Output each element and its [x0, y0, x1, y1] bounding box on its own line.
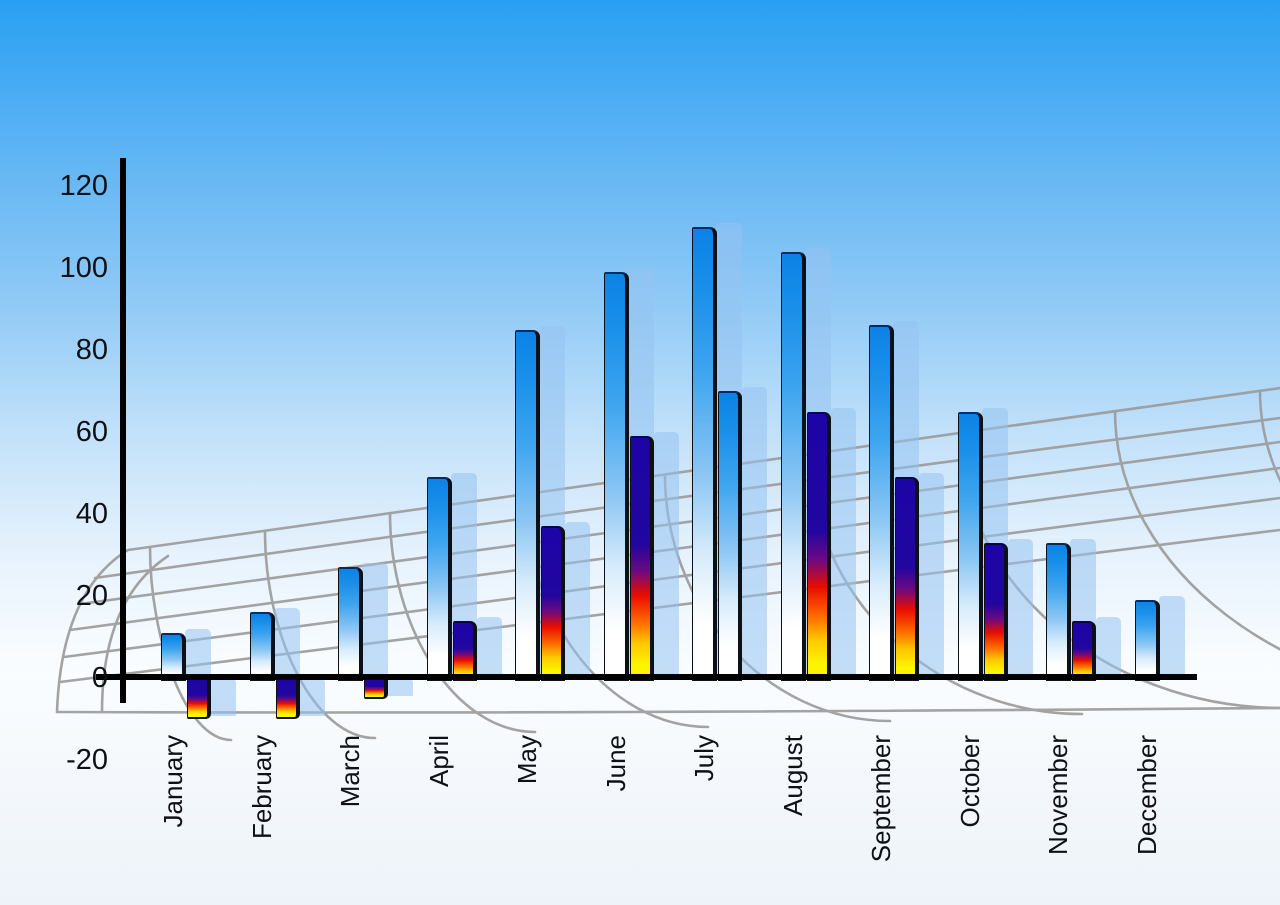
bar-shadow-february-series1 — [273, 608, 300, 674]
x-label-july: July — [689, 735, 719, 782]
x-label-december: December — [1131, 735, 1162, 855]
x-label-october: October — [954, 735, 985, 828]
bar-march-series2 — [364, 678, 388, 699]
bar-shadow-august-series2 — [830, 407, 856, 674]
y-tick-label--20: -20 — [66, 744, 108, 776]
bar-july-series2 — [718, 391, 742, 681]
grid-line — [93, 416, 1280, 580]
grid-arc — [1113, 409, 1280, 651]
bar-october-series1 — [957, 411, 983, 681]
x-label-august: August — [777, 735, 808, 816]
y-tick-label-100: 100 — [59, 252, 108, 284]
bar-june-series2 — [629, 436, 654, 681]
bar-november-series1 — [1046, 542, 1071, 681]
bar-shadow-january-series2 — [211, 678, 236, 716]
y-tick-label-0: 0 — [91, 662, 108, 694]
bar-november-series2 — [1072, 620, 1096, 681]
x-label-january: January — [158, 735, 188, 828]
y-tick-label-60: 60 — [75, 416, 108, 448]
y-tick-label-80: 80 — [75, 334, 108, 366]
bar-september-series1 — [869, 325, 894, 681]
bar-shadow-may-series2 — [565, 522, 590, 674]
bar-december-series1 — [1134, 600, 1160, 681]
grid-line — [78, 440, 1280, 606]
bar-february-series1 — [249, 612, 275, 681]
grid-arc — [1258, 389, 1280, 483]
bar-shadow-february-series2 — [299, 678, 325, 716]
bar-october-series2 — [983, 542, 1008, 681]
grid-arc — [100, 554, 170, 714]
x-label-february: February — [246, 735, 277, 840]
bar-shadow-july-series2 — [742, 387, 767, 674]
y-tick-label-20: 20 — [75, 580, 108, 612]
bar-january-series1 — [161, 632, 186, 681]
x-label-may: May — [512, 735, 542, 785]
bar-august-series1 — [780, 251, 806, 681]
bar-shadow-october-series2 — [1007, 538, 1033, 674]
x-label-september: September — [866, 735, 896, 863]
bar-shadow-march-series1 — [362, 563, 388, 674]
bar-july-series1 — [692, 227, 717, 681]
y-tick-label-120: 120 — [59, 170, 108, 202]
x-label-june: June — [600, 735, 631, 792]
bar-shadow-june-series2 — [653, 432, 679, 674]
bar-june-series1 — [603, 272, 629, 681]
bar-march-series1 — [338, 567, 363, 681]
bar-january-series2 — [187, 678, 211, 719]
bar-august-series2 — [806, 411, 831, 681]
bar-may-series1 — [515, 329, 540, 681]
bar-shadow-december-series1 — [1158, 596, 1185, 674]
y-axis-line — [120, 158, 126, 703]
bar-february-series2 — [275, 678, 300, 719]
x-axis-line — [96, 674, 1197, 680]
grid-arc — [55, 548, 130, 714]
bar-september-series2 — [895, 477, 919, 681]
bar-shadow-january-series1 — [185, 628, 211, 674]
bar-shadow-september-series2 — [919, 473, 944, 674]
y-tick-label-40: 40 — [75, 498, 108, 530]
bar-shadow-march-series2 — [388, 678, 413, 696]
bar-shadow-november-series2 — [1096, 616, 1121, 674]
bar-may-series2 — [541, 526, 565, 681]
bar-april-series2 — [452, 620, 477, 681]
x-label-march: March — [335, 735, 365, 808]
grid-line — [55, 706, 1280, 714]
x-label-april: April — [423, 735, 454, 788]
bar-shadow-april-series2 — [476, 616, 502, 674]
bar-april-series1 — [426, 477, 452, 681]
x-label-november: November — [1043, 735, 1073, 855]
